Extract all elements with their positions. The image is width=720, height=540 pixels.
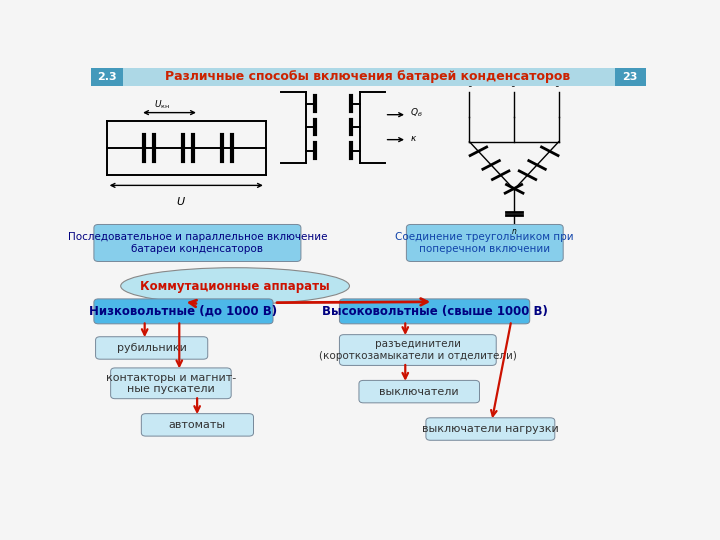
Text: Низковольтные (до 1000 В): Низковольтные (до 1000 В)	[89, 305, 277, 318]
FancyBboxPatch shape	[123, 68, 615, 86]
FancyBboxPatch shape	[91, 68, 124, 86]
Text: автоматы: автоматы	[169, 420, 226, 430]
Text: Высоковольтные (свыше 1000 В): Высоковольтные (свыше 1000 В)	[322, 305, 547, 318]
FancyBboxPatch shape	[141, 414, 253, 436]
Text: $\kappa$: $\kappa$	[410, 134, 417, 143]
Text: 23: 23	[623, 72, 638, 82]
Text: $U$: $U$	[176, 194, 186, 206]
Text: рубильники: рубильники	[117, 343, 186, 353]
Text: 2.3: 2.3	[97, 72, 117, 82]
Text: Коммутационные аппараты: Коммутационные аппараты	[140, 280, 330, 293]
Text: c: c	[467, 79, 472, 89]
Text: Различные способы включения батарей конденсаторов: Различные способы включения батарей конд…	[165, 70, 570, 83]
FancyBboxPatch shape	[406, 225, 563, 261]
FancyBboxPatch shape	[94, 225, 301, 261]
Ellipse shape	[121, 268, 349, 305]
Text: выключатели нагрузки: выключатели нагрузки	[422, 424, 559, 434]
FancyBboxPatch shape	[426, 418, 555, 440]
Text: контакторы и магнит-
ные пускатели: контакторы и магнит- ные пускатели	[106, 373, 236, 394]
Text: Соединение треугольником при
поперечном включении: Соединение треугольником при поперечном …	[395, 232, 574, 254]
Text: выключатели: выключатели	[379, 387, 459, 396]
Text: $U_{\rm кн}$: $U_{\rm кн}$	[154, 98, 170, 111]
Text: n: n	[512, 227, 516, 236]
Text: разъединители
(короткозамыкатели и отделители): разъединители (короткозамыкатели и отдел…	[319, 339, 517, 361]
Text: c': c'	[511, 79, 517, 89]
Text: c'': c''	[554, 79, 563, 89]
FancyBboxPatch shape	[359, 380, 480, 403]
FancyBboxPatch shape	[339, 299, 530, 324]
FancyBboxPatch shape	[339, 335, 496, 366]
FancyBboxPatch shape	[111, 368, 231, 399]
Text: $Q_б$: $Q_б$	[410, 106, 423, 119]
Text: Последовательное и параллельное включение
батареи конденсаторов: Последовательное и параллельное включени…	[68, 232, 327, 254]
FancyBboxPatch shape	[94, 299, 273, 324]
FancyBboxPatch shape	[96, 337, 208, 359]
FancyBboxPatch shape	[614, 68, 647, 86]
